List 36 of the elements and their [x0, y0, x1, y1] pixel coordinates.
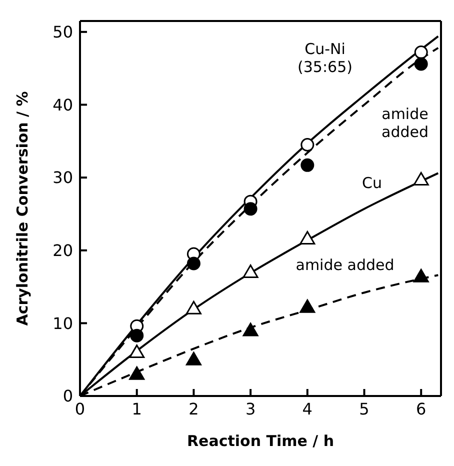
x-tick-label: 2 — [188, 399, 199, 418]
y-tick-label: 10 — [52, 314, 73, 333]
point — [414, 57, 428, 71]
annotation: Cu-Ni (35:65) — [298, 40, 352, 76]
y-tick-label: 40 — [52, 95, 73, 114]
annotation: Cu — [362, 174, 382, 192]
x-tick-label: 1 — [132, 399, 142, 418]
x-tick-label: 4 — [302, 399, 312, 418]
x-tick-label: 3 — [245, 399, 256, 418]
point — [186, 256, 200, 270]
point — [130, 328, 144, 342]
annotation: amide added — [382, 105, 428, 141]
x-tick-label: 0 — [74, 399, 86, 418]
y-tick-label: 50 — [52, 22, 73, 42]
point — [244, 202, 258, 216]
x-tick-label: 6 — [416, 399, 426, 418]
y-tick-label: 20 — [52, 241, 73, 260]
point — [242, 264, 258, 278]
x-tick-label: 5 — [359, 399, 370, 418]
point — [414, 46, 428, 60]
point — [242, 322, 258, 336]
point — [300, 158, 314, 172]
point — [129, 366, 145, 380]
y-tick-label: 0 — [62, 386, 73, 406]
point — [300, 299, 316, 313]
point — [186, 352, 202, 366]
y-axis-title: Acrylonitrile Conversion / % — [13, 91, 32, 326]
point — [300, 230, 316, 244]
point — [413, 268, 429, 282]
x-axis-title: Reaction Time / h — [186, 432, 334, 450]
annotation: amide added — [296, 256, 394, 274]
point — [300, 138, 314, 152]
y-tick-label: 30 — [52, 168, 73, 188]
point — [413, 172, 429, 186]
point — [186, 300, 202, 314]
point — [129, 344, 145, 358]
